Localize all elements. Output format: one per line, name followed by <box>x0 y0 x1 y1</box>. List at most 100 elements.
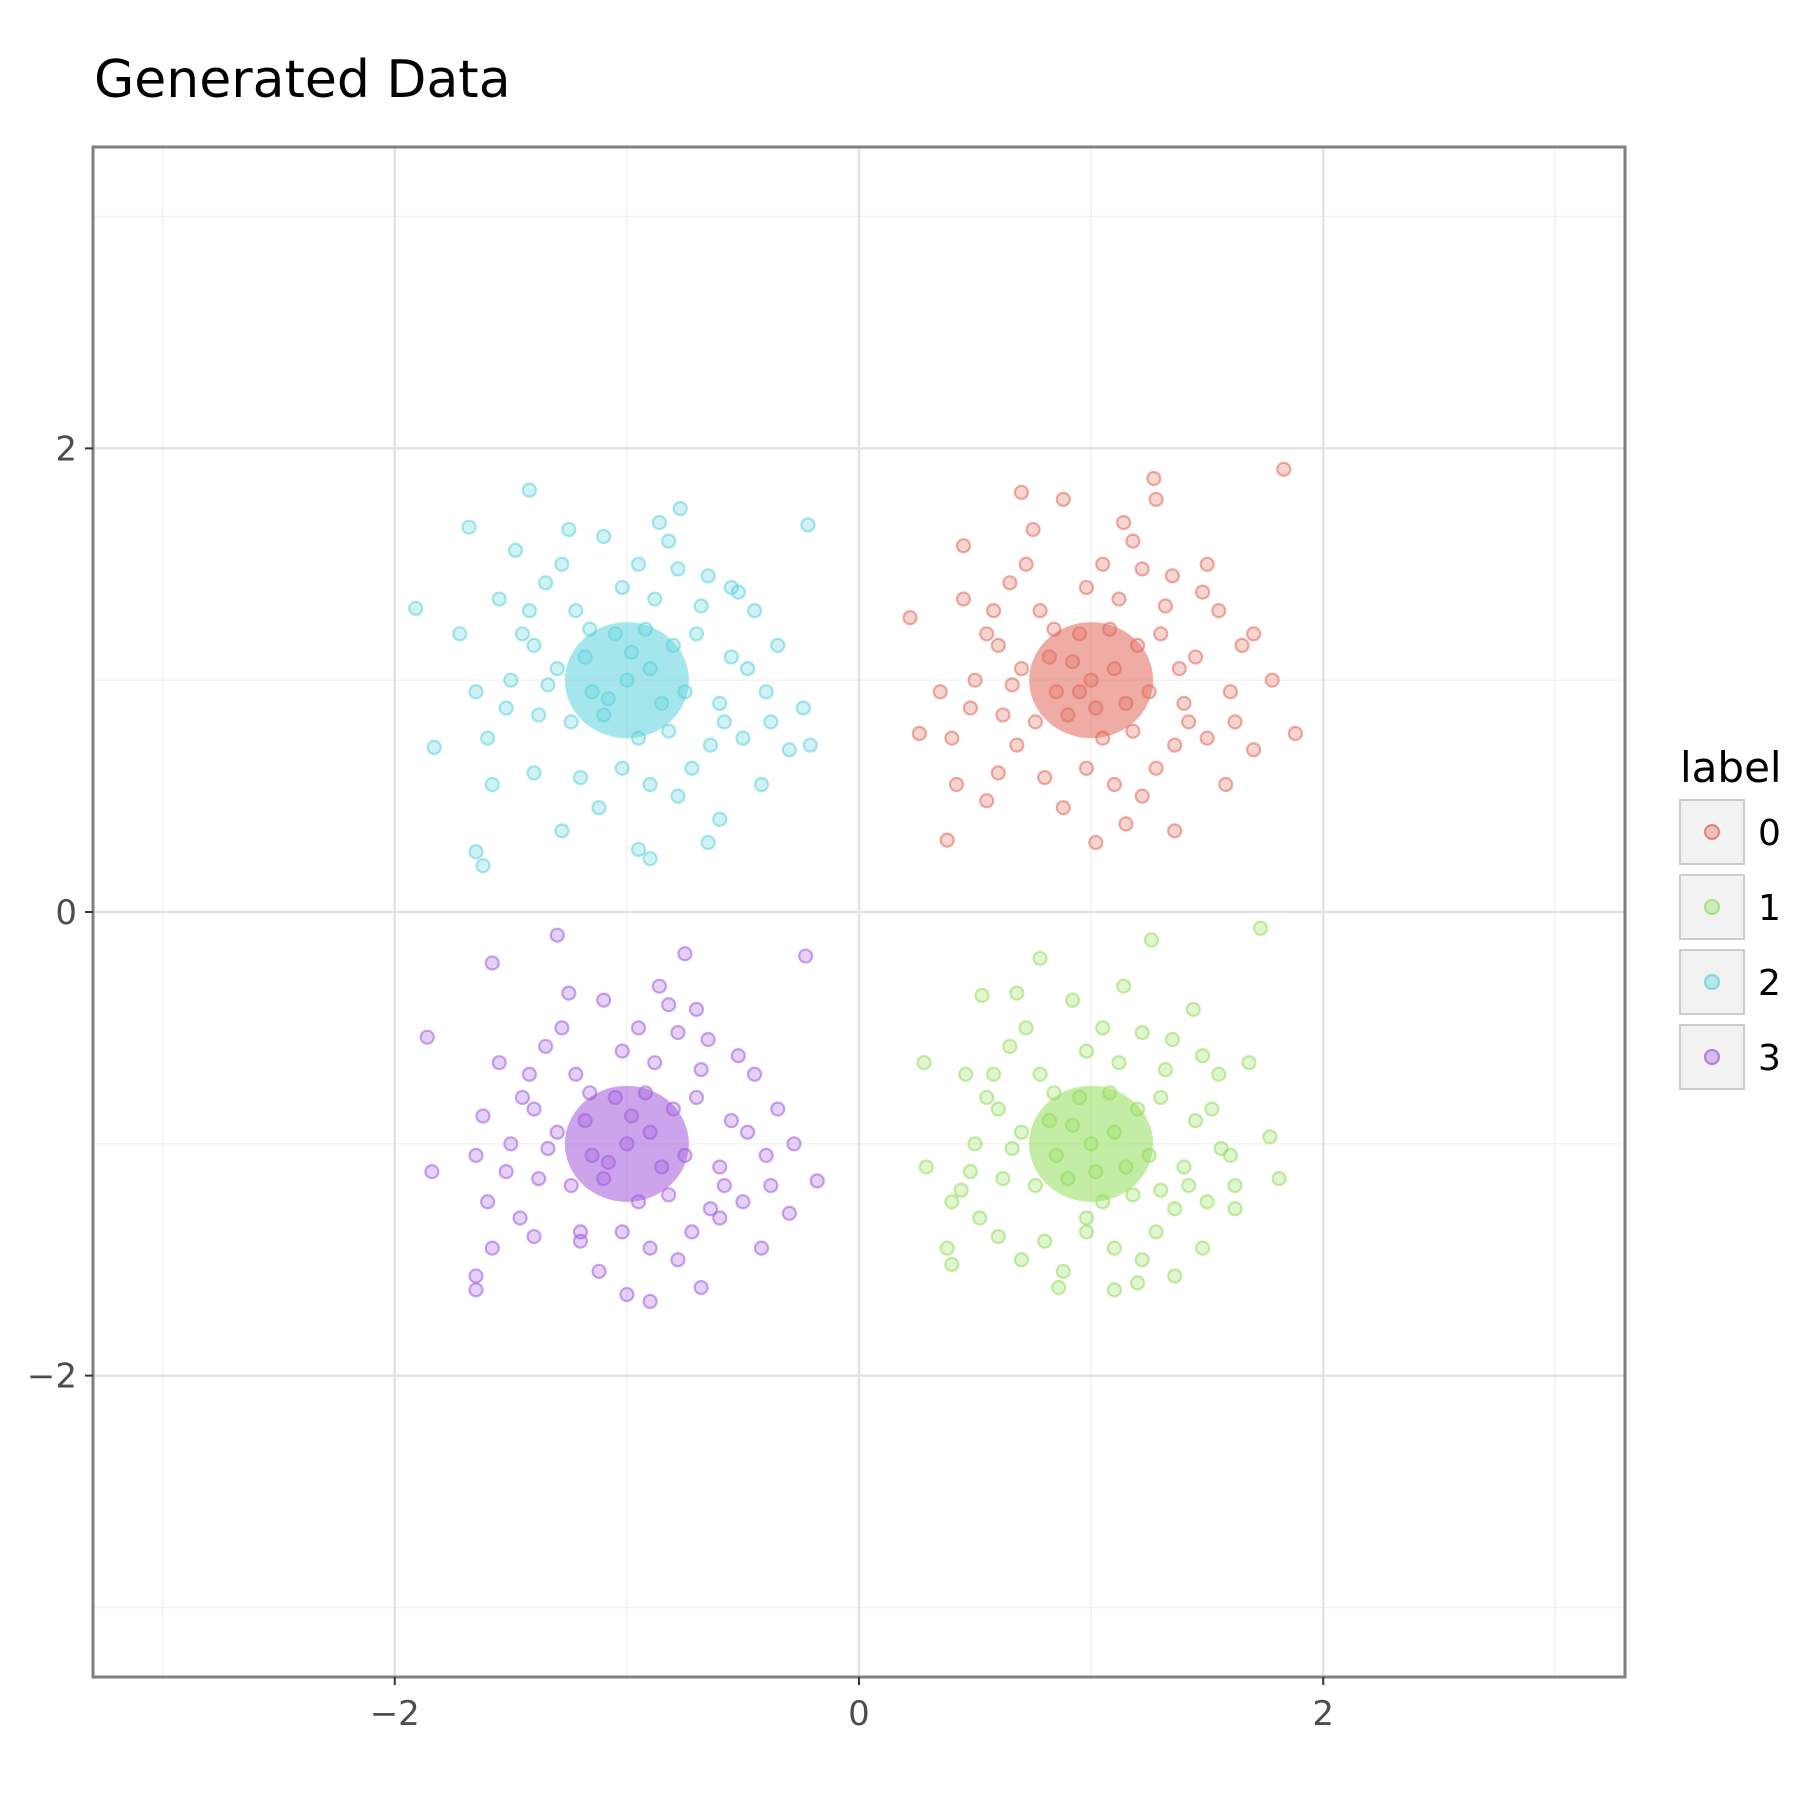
data-point <box>503 672 519 688</box>
data-point <box>670 1252 686 1268</box>
data-point <box>990 637 1006 654</box>
data-point <box>1078 1043 1095 1059</box>
data-point <box>670 561 686 577</box>
data-point <box>1218 776 1234 793</box>
cluster-core <box>1029 622 1154 739</box>
data-point <box>538 1038 554 1055</box>
data-point <box>1211 603 1227 619</box>
data-point <box>561 985 577 1001</box>
data-point <box>944 1256 960 1272</box>
data-point <box>1176 1159 1192 1175</box>
data-point <box>1227 714 1243 730</box>
data-point <box>1009 737 1025 753</box>
data-point <box>700 834 716 851</box>
legend-label: 3 <box>1758 1038 1781 1079</box>
data-point <box>962 1164 979 1180</box>
data-point <box>688 1001 705 1017</box>
data-point <box>1018 556 1034 572</box>
data-point <box>967 672 983 688</box>
data-point <box>753 1240 770 1256</box>
data-point <box>526 1228 542 1245</box>
data-point <box>563 714 579 730</box>
data-point <box>1271 1170 1287 1187</box>
data-point <box>1118 816 1134 832</box>
data-point <box>661 997 677 1013</box>
data-point <box>958 1066 974 1082</box>
data-point <box>1199 556 1215 572</box>
data-point <box>1078 1210 1095 1226</box>
data-point <box>995 1170 1011 1187</box>
data-point <box>1213 1140 1229 1157</box>
data-point <box>995 707 1011 723</box>
data-point <box>693 1062 709 1078</box>
data-point <box>1187 1113 1204 1129</box>
data-point <box>1181 1177 1197 1194</box>
data-point <box>1167 737 1183 753</box>
data-point <box>955 591 972 607</box>
data-point <box>1106 1282 1122 1298</box>
legend-label: 1 <box>1758 888 1781 929</box>
cluster-core <box>564 622 689 739</box>
data-point <box>642 776 658 793</box>
data-point <box>1148 1224 1164 1240</box>
data-point <box>1009 985 1025 1001</box>
data-point <box>967 1136 983 1152</box>
data-point <box>716 1177 732 1194</box>
data-point <box>549 660 565 677</box>
data-point <box>514 1089 531 1106</box>
data-point <box>700 1031 716 1048</box>
legend-marker <box>1703 1048 1721 1066</box>
data-point <box>651 978 667 994</box>
data-point <box>1167 1268 1183 1284</box>
data-point <box>1246 626 1262 642</box>
data-point <box>1027 1177 1044 1194</box>
data-point <box>526 637 542 654</box>
data-point <box>514 626 531 642</box>
data-point <box>962 700 979 716</box>
data-point <box>712 1159 728 1175</box>
data-point <box>670 1024 686 1041</box>
data-point <box>1222 684 1238 700</box>
data-point <box>1134 1024 1150 1041</box>
data-point <box>763 714 779 730</box>
legend-marker <box>1703 898 1721 916</box>
data-point <box>540 1140 556 1157</box>
data-point <box>614 579 630 596</box>
data-point <box>758 684 774 700</box>
data-point <box>1116 514 1132 531</box>
data-point <box>746 603 763 619</box>
data-point <box>1095 556 1111 572</box>
data-point <box>661 723 677 739</box>
data-point <box>1013 1252 1030 1268</box>
data-point <box>1106 1240 1122 1256</box>
data-point <box>1194 584 1211 600</box>
data-point <box>1262 1129 1278 1145</box>
data-point <box>688 1089 705 1106</box>
data-point <box>1157 1062 1174 1078</box>
data-point <box>568 1066 584 1082</box>
data-point <box>758 1147 774 1164</box>
data-point <box>1013 660 1030 677</box>
data-point <box>1153 1089 1169 1106</box>
data-point <box>484 955 500 971</box>
data-point <box>670 788 686 804</box>
data-point <box>491 591 507 607</box>
y-axis: −2 0 2 <box>27 429 93 1397</box>
data-point <box>753 776 770 793</box>
data-point <box>526 1101 542 1117</box>
data-point <box>688 626 705 642</box>
data-point <box>944 1194 960 1210</box>
data-point <box>1051 1279 1067 1296</box>
data-point <box>1032 1066 1048 1082</box>
data-point <box>1078 1224 1095 1240</box>
data-point <box>918 1159 934 1175</box>
data-point <box>1134 561 1150 577</box>
data-point <box>798 948 814 964</box>
data-point <box>723 649 739 665</box>
data-point <box>1153 626 1169 642</box>
data-point <box>1134 1252 1150 1268</box>
data-point <box>1027 714 1044 730</box>
data-point <box>1037 769 1053 786</box>
